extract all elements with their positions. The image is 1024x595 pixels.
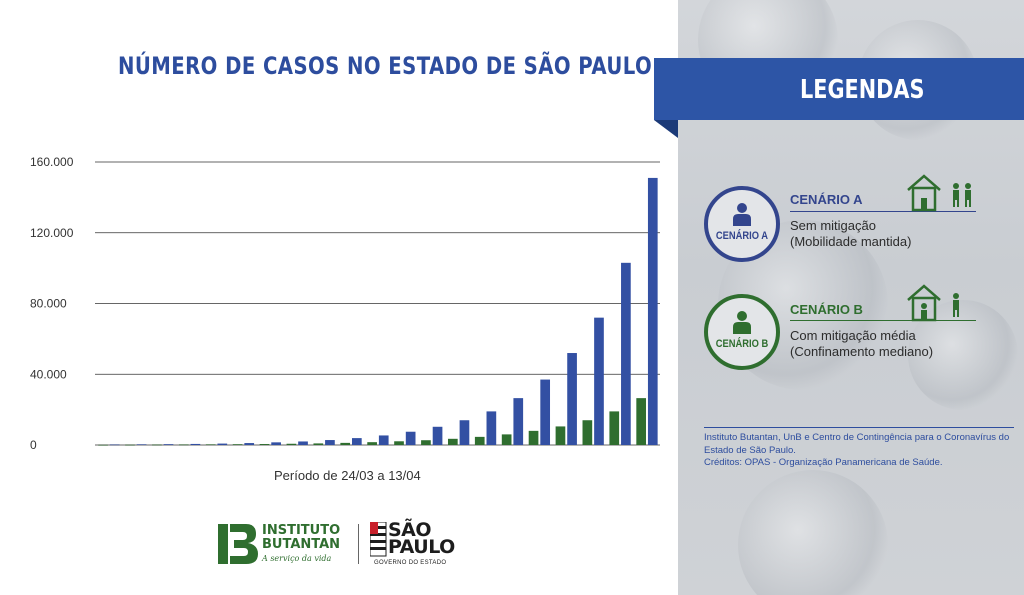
legend-banner-fold xyxy=(654,120,678,138)
bar-scenario-b xyxy=(528,430,539,445)
bar-scenario-a xyxy=(136,444,147,445)
y-tick-label: 80.000 xyxy=(30,297,67,311)
bar-scenario-a xyxy=(621,262,631,445)
bar-scenario-a xyxy=(567,353,577,445)
y-tick-label: 0 xyxy=(30,438,37,452)
scenario-a-badge-label: CENÁRIO A xyxy=(715,230,769,242)
bar-scenario-b xyxy=(636,398,647,445)
scenario-b-desc-line1: Com mitigação média xyxy=(790,328,916,343)
butantan-line1: INSTITUTO xyxy=(262,523,341,538)
bar-scenario-b xyxy=(421,440,431,445)
bar-scenario-b xyxy=(582,420,593,445)
scenario-a-desc-line1: Sem mitigação xyxy=(790,218,876,233)
bar-scenario-a xyxy=(405,431,416,445)
bar-scenario-a xyxy=(351,438,362,445)
sao-paulo-subtitle: GOVERNO DO ESTADO xyxy=(374,560,447,566)
sao-paulo-logo: SÃO PAULO GOVERNO DO ESTADO xyxy=(369,521,455,566)
bar-scenario-a xyxy=(190,443,201,445)
bar-scenario-a xyxy=(109,444,120,446)
bar-scenario-b xyxy=(555,426,566,445)
bar-scenario-b xyxy=(501,434,512,445)
house-with-person-icon xyxy=(907,284,959,322)
bar-scenario-a xyxy=(486,411,497,445)
x-axis-label: Período de 24/03 a 13/04 xyxy=(274,468,421,483)
butantan-name: INSTITUTO BUTANTAN xyxy=(262,524,340,552)
bar-chart: 0 40.000 80.000 120.000 160.000 xyxy=(30,155,660,452)
scenario-b-rule xyxy=(790,320,976,321)
sao-paulo-line1: SÃO xyxy=(388,519,432,541)
scenario-a-description: Sem mitigação (Mobilidade mantida) xyxy=(790,218,911,250)
person-icon xyxy=(733,311,751,334)
legend-title: LEGENDAS xyxy=(800,75,925,105)
person-icon xyxy=(733,203,751,226)
scenario-a-badge: CENÁRIO A xyxy=(704,186,780,262)
y-tick-label: 120.000 xyxy=(30,226,74,240)
source-credits: Instituto Butantan, UnB e Centro de Cont… xyxy=(704,432,1014,470)
butantan-line2: BUTANTAN xyxy=(262,537,341,552)
butantan-logo: INSTITUTO BUTANTAN A serviço da vida xyxy=(218,522,340,571)
scenario-b-heading: CENÁRIO B xyxy=(790,302,863,317)
bar-scenario-a xyxy=(647,177,658,445)
butantan-tagline: A serviço da vida xyxy=(262,554,332,563)
chart-panel: NÚMERO DE CASOS NO ESTADO DE SÃO PAULO 0… xyxy=(30,52,660,571)
bar-scenario-b xyxy=(125,444,135,446)
bar-scenario-b xyxy=(178,444,189,446)
scenario-b-badge: CENÁRIO B xyxy=(704,294,780,370)
bar-scenario-b xyxy=(474,436,485,445)
bar-scenario-b xyxy=(152,444,162,446)
bar-scenario-a xyxy=(244,443,255,445)
bar-scenario-b xyxy=(205,444,216,446)
bar-scenario-a xyxy=(271,442,281,445)
source-line2: Créditos: OPAS - Organização Panamerican… xyxy=(704,457,943,468)
bar-scenario-b xyxy=(394,441,404,445)
scenario-a-desc-line2: (Mobilidade mantida) xyxy=(790,234,912,249)
scenario-b-desc-line2: (Confinamento mediano) xyxy=(790,344,934,359)
legend-banner xyxy=(654,58,1024,120)
scenario-b-description: Com mitigação média (Confinamento median… xyxy=(790,328,933,360)
bar-scenario-b xyxy=(367,442,377,445)
logo-divider xyxy=(358,524,359,564)
bar-scenario-a xyxy=(594,317,604,445)
bar-scenario-b xyxy=(340,442,351,445)
bar-scenario-b xyxy=(232,444,243,445)
bar-scenario-a xyxy=(163,444,174,445)
scenario-b-badge-label: CENÁRIO B xyxy=(715,338,769,350)
virus-illustration xyxy=(738,470,888,595)
sao-paulo-line2: PAULO xyxy=(388,536,455,558)
bar-scenario-a xyxy=(432,426,443,445)
bar-scenario-a xyxy=(459,420,470,445)
bar-scenario-a xyxy=(378,435,389,445)
house-with-people-icon xyxy=(907,174,971,212)
y-tick-label: 40.000 xyxy=(30,367,67,381)
bar-scenario-a xyxy=(540,379,551,445)
source-divider xyxy=(704,427,1014,428)
bar-scenario-b xyxy=(259,444,270,445)
sao-paulo-flag-icon xyxy=(369,521,387,557)
bar-scenario-b xyxy=(98,444,108,446)
y-tick-label: 160.000 xyxy=(30,155,74,169)
source-line1: Instituto Butantan, UnB e Centro de Cont… xyxy=(704,432,1010,456)
bar-scenario-a xyxy=(513,398,524,445)
bar-scenario-a xyxy=(325,440,335,445)
bar-scenario-b xyxy=(609,411,620,445)
sao-paulo-name: SÃO PAULO xyxy=(388,519,455,558)
bar-scenario-b xyxy=(447,438,458,445)
scenario-a-rule xyxy=(790,211,976,212)
butantan-emblem-icon xyxy=(218,524,258,564)
scenario-a-heading: CENÁRIO A xyxy=(790,192,863,207)
bar-scenario-a xyxy=(217,443,228,445)
bar-scenario-b xyxy=(313,443,324,445)
bar-scenario-a xyxy=(298,441,308,445)
bar-scenario-b xyxy=(286,443,297,445)
